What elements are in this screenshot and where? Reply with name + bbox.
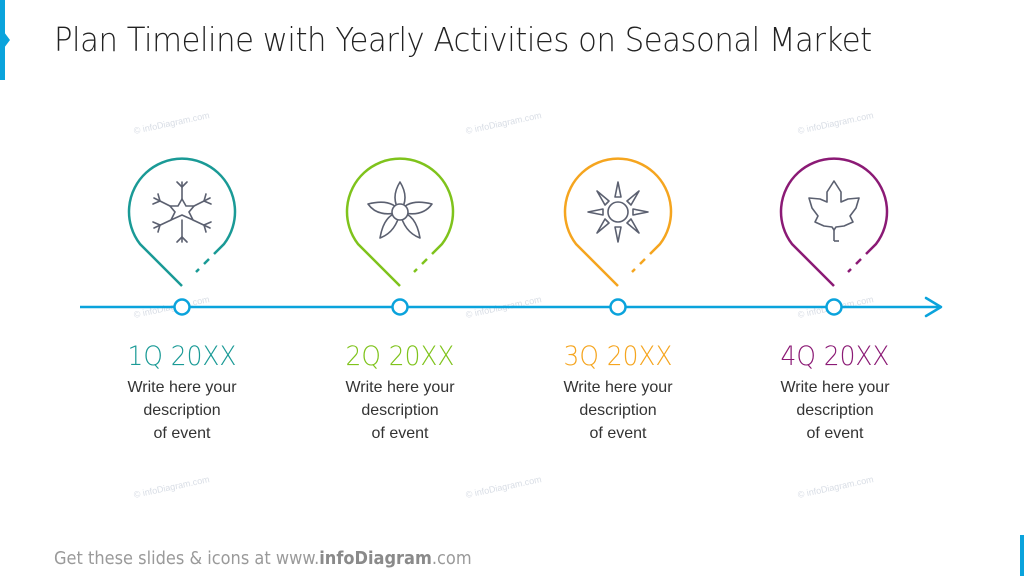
description-line: description	[579, 402, 657, 419]
stage-description: Write here your description of event	[92, 376, 272, 445]
description-line: Write here your	[563, 379, 673, 396]
stage-label: 4Q 20XX	[780, 341, 890, 372]
accent-bar-left	[0, 0, 5, 80]
timeline-node-3[interactable]	[609, 298, 627, 316]
stage-description: Write here your description of event	[528, 376, 708, 445]
maple-leaf-icon	[808, 180, 860, 242]
footer-suffix: .com	[431, 548, 472, 569]
pin-marker-3	[563, 157, 673, 316]
stage-label: 1Q 20XX	[127, 341, 237, 372]
timeline-node-1[interactable]	[173, 298, 191, 316]
stage-description: Write here your description of event	[745, 376, 925, 445]
description-line: Write here your	[345, 379, 455, 396]
pin-marker-4	[779, 157, 889, 316]
stage-description: Write here your description of event	[310, 376, 490, 445]
stage-3: 3Q 20XX Write here your description of e…	[528, 342, 708, 445]
stage-label: 3Q 20XX	[563, 341, 673, 372]
description-line: description	[143, 402, 221, 419]
footer-prefix: Get these slides & icons at www.	[54, 548, 320, 569]
timeline-node-2[interactable]	[391, 298, 409, 316]
description-line: Write here your	[127, 379, 237, 396]
pin-marker-1	[127, 157, 237, 316]
description-line: description	[361, 402, 439, 419]
pin-marker-2	[345, 157, 455, 316]
footer-credit: Get these slides & icons at www.infoDiag…	[54, 548, 472, 569]
flower-icon	[367, 181, 433, 239]
accent-notch	[4, 32, 10, 48]
sun-icon	[587, 181, 649, 243]
stage-2: 2Q 20XX Write here your description of e…	[310, 342, 490, 445]
stage-4: 4Q 20XX Write here your description of e…	[745, 342, 925, 445]
timeline-node-4[interactable]	[825, 298, 843, 316]
description-line: Write here your	[780, 379, 890, 396]
description-line: of event	[806, 425, 864, 442]
timeline-arrow-icon	[924, 296, 943, 318]
footer-brand-link[interactable]: infoDiagram	[319, 548, 432, 569]
description-line: of event	[371, 425, 429, 442]
description-line: description	[796, 402, 874, 419]
snowflake-icon	[152, 181, 212, 243]
stage-label: 2Q 20XX	[345, 341, 455, 372]
page-title: Plan Timeline with Yearly Activities on …	[54, 20, 872, 59]
description-line: of event	[589, 425, 647, 442]
stage-1: 1Q 20XX Write here your description of e…	[92, 342, 272, 445]
accent-bar-right	[1020, 535, 1024, 576]
description-line: of event	[153, 425, 211, 442]
